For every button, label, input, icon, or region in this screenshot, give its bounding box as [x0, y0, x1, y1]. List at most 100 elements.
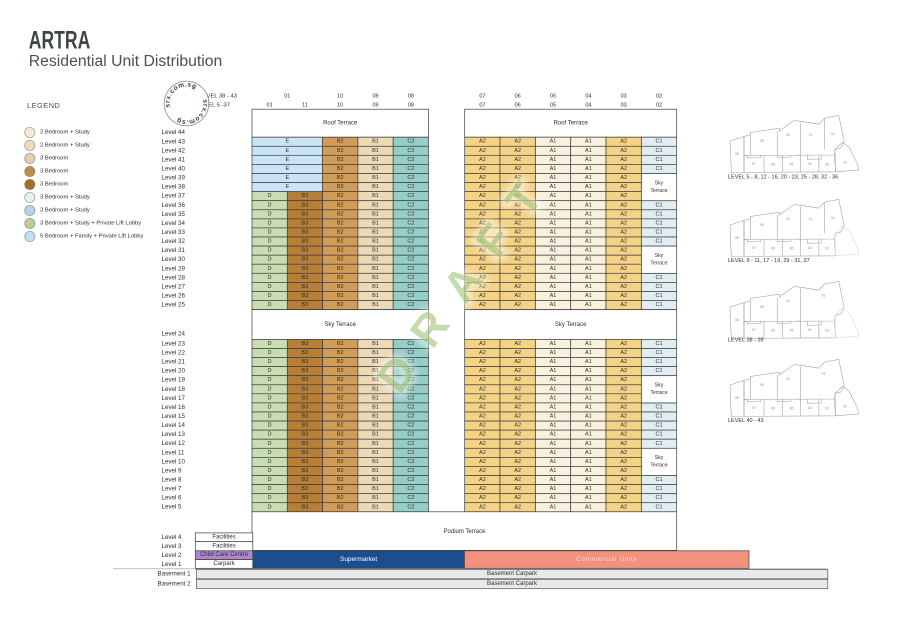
svg-text:B3: B3: [302, 395, 309, 401]
svg-text:B3: B3: [302, 202, 309, 208]
svg-text:A1: A1: [585, 157, 592, 163]
svg-text:C2: C2: [407, 175, 414, 181]
svg-text:B1: B1: [372, 432, 379, 438]
svg-text:Basement 2: Basement 2: [158, 581, 192, 588]
svg-text:A2: A2: [514, 257, 521, 263]
svg-text:C2: C2: [407, 359, 414, 365]
svg-text:B1: B1: [372, 211, 379, 217]
svg-text:A2: A2: [479, 302, 486, 308]
svg-text:A2: A2: [620, 405, 627, 411]
svg-text:B1: B1: [372, 166, 379, 172]
svg-text:A2: A2: [620, 239, 627, 245]
svg-text:D: D: [268, 405, 272, 411]
svg-text:B2: B2: [337, 175, 344, 181]
svg-text:C1: C1: [655, 359, 662, 365]
svg-text:B3: B3: [302, 341, 309, 347]
svg-text:07: 07: [752, 246, 756, 250]
svg-text:D: D: [268, 459, 272, 465]
svg-text:06: 06: [771, 329, 775, 333]
svg-text:C1: C1: [655, 139, 662, 145]
svg-text:B1: B1: [372, 423, 379, 429]
svg-text:08: 08: [735, 396, 739, 400]
svg-text:D: D: [268, 395, 272, 401]
svg-text:A2: A2: [479, 139, 486, 145]
svg-text:C2: C2: [407, 266, 414, 272]
svg-text:Sky: Sky: [655, 455, 664, 461]
svg-text:A2: A2: [479, 414, 486, 420]
svg-text:D: D: [268, 468, 272, 474]
svg-text:A1: A1: [550, 450, 557, 456]
svg-text:A1: A1: [550, 275, 557, 281]
svg-text:A2: A2: [620, 441, 627, 447]
svg-text:B3: B3: [302, 450, 309, 456]
svg-text:Level 34: Level 34: [162, 220, 186, 227]
svg-text:A1: A1: [585, 350, 592, 356]
svg-text:05: 05: [790, 406, 794, 410]
svg-text:05: 05: [790, 328, 794, 332]
svg-text:A1: A1: [585, 239, 592, 245]
svg-text:D: D: [268, 248, 272, 254]
svg-text:Level 11: Level 11: [162, 449, 185, 456]
svg-text:D: D: [268, 495, 272, 501]
svg-text:A2: A2: [479, 341, 486, 347]
svg-text:A2: A2: [620, 175, 627, 181]
svg-text:A2: A2: [514, 202, 521, 208]
svg-text:Level 21: Level 21: [162, 359, 186, 366]
svg-text:A2: A2: [514, 359, 521, 365]
svg-text:A1: A1: [550, 230, 557, 236]
svg-text:A2: A2: [514, 504, 521, 510]
svg-text:B3: B3: [302, 275, 309, 281]
svg-text:A1: A1: [585, 220, 592, 226]
svg-text:A2: A2: [620, 284, 627, 290]
svg-text:LEVEL 40 - 43: LEVEL 40 - 43: [728, 418, 764, 424]
svg-text:10: 10: [786, 377, 790, 381]
svg-text:B1: B1: [372, 293, 379, 299]
svg-text:07: 07: [752, 406, 756, 410]
svg-text:C2: C2: [407, 302, 414, 308]
svg-text:B2: B2: [337, 459, 344, 465]
svg-text:A2: A2: [620, 486, 627, 492]
svg-text:Level 15: Level 15: [162, 413, 186, 420]
svg-text:LEVEL 38 - 39: LEVEL 38 - 39: [728, 338, 764, 344]
svg-text:09: 09: [372, 103, 378, 109]
svg-text:A1: A1: [550, 166, 557, 172]
svg-text:Level 28: Level 28: [162, 274, 186, 281]
svg-text:C2: C2: [407, 184, 414, 190]
svg-text:B2: B2: [337, 395, 344, 401]
svg-text:A1: A1: [585, 148, 592, 154]
svg-text:A2: A2: [620, 148, 627, 154]
svg-text:D: D: [268, 386, 272, 392]
svg-text:A2: A2: [479, 148, 486, 154]
svg-text:B2: B2: [337, 423, 344, 429]
svg-text:A2: A2: [514, 302, 521, 308]
svg-text:Basement Carpark: Basement Carpark: [487, 581, 538, 587]
svg-text:A2: A2: [479, 230, 486, 236]
svg-text:Basement 1: Basement 1: [158, 571, 192, 578]
svg-text:B1: B1: [372, 302, 379, 308]
svg-text:A2: A2: [514, 341, 521, 347]
svg-text:A2: A2: [479, 350, 486, 356]
svg-text:10: 10: [786, 217, 790, 221]
svg-text:02: 02: [843, 161, 847, 165]
svg-text:D: D: [268, 414, 272, 420]
svg-text:B1: B1: [372, 239, 379, 245]
svg-text:A2: A2: [479, 257, 486, 263]
svg-text:A1: A1: [550, 359, 557, 365]
svg-text:A2: A2: [620, 157, 627, 163]
svg-text:B2: B2: [337, 441, 344, 447]
svg-text:A2: A2: [479, 395, 486, 401]
svg-text:Terrace: Terrace: [650, 188, 667, 194]
svg-text:B2: B2: [337, 266, 344, 272]
svg-text:B2: B2: [337, 477, 344, 483]
svg-text:A1: A1: [550, 350, 557, 356]
svg-text:A2: A2: [620, 468, 627, 474]
svg-text:A1: A1: [585, 395, 592, 401]
svg-text:A2: A2: [479, 359, 486, 365]
svg-text:A1: A1: [585, 459, 592, 465]
svg-text:D: D: [268, 477, 272, 483]
svg-text:A2: A2: [514, 275, 521, 281]
svg-text:ARTRA: ARTRA: [29, 27, 91, 55]
svg-text:A2: A2: [479, 220, 486, 226]
svg-text:B1: B1: [372, 450, 379, 456]
svg-text:A2: A2: [620, 293, 627, 299]
